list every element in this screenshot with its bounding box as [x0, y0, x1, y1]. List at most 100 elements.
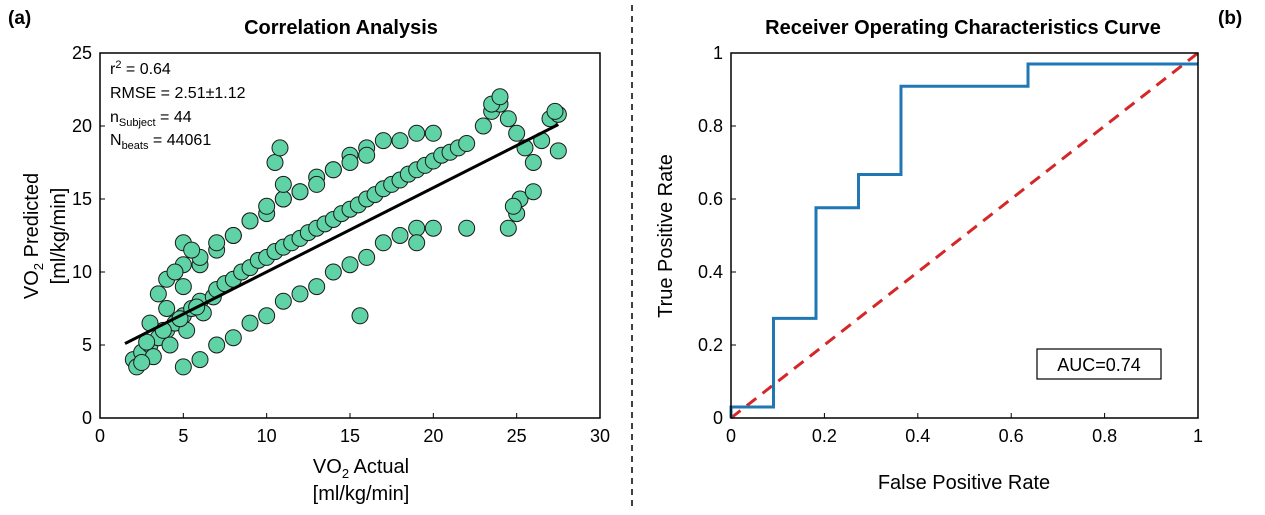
- scatter-point: [358, 248, 376, 266]
- x-tick-label: 30: [590, 426, 610, 446]
- scatter-point: [549, 142, 567, 160]
- r2-annotation: r2 = 0.64: [110, 59, 171, 78]
- scatter-point: [341, 256, 359, 274]
- panel-b-y-label: True Positive Rate: [655, 154, 677, 318]
- panel-a-x-label: VO2 Actual [ml/kg/min]: [313, 456, 410, 505]
- svg-text:VO2 Actual: VO2 Actual: [313, 456, 409, 481]
- scatter-point: [291, 285, 309, 303]
- scatter-point: [258, 197, 276, 215]
- x-tick-label: 5: [178, 426, 188, 446]
- roc-lines: [729, 51, 1199, 420]
- panel-a-label: (a): [8, 8, 31, 29]
- scatter-point: [374, 234, 392, 252]
- scatter-point: [266, 154, 284, 171]
- stats-annotation: r2 = 0.64 RMSE = 2.51±1.12 nSubject = 44…: [110, 59, 246, 152]
- scatter-point: [546, 102, 564, 120]
- scatter-point: [258, 307, 276, 325]
- scatter-point: [324, 161, 342, 179]
- x-tick-label: 0.8: [1092, 426, 1117, 446]
- scatter-point: [408, 234, 426, 252]
- y-tick-label: 0: [82, 408, 92, 428]
- y-tick-label: 5: [82, 335, 92, 355]
- y-tick-label: 1: [713, 43, 723, 63]
- scatter-point: [458, 219, 476, 237]
- scatter-point: [504, 197, 522, 215]
- scatter-point: [374, 132, 392, 150]
- scatter-point: [351, 307, 369, 325]
- panel-b-title: Receiver Operating Characteristics Curve: [765, 17, 1161, 39]
- svg-text:[ml/kg/min]: [ml/kg/min]: [48, 188, 70, 285]
- panel-b-label: (b): [1218, 8, 1242, 29]
- scatter-point: [208, 336, 226, 354]
- scatter-point: [133, 354, 151, 372]
- scatter-point: [408, 219, 426, 237]
- auc-box: AUC=0.74: [1036, 348, 1162, 380]
- scatter-point: [391, 227, 409, 244]
- scatter-point: [424, 124, 442, 142]
- x-tick-label: 0.6: [999, 426, 1024, 446]
- scatter-point: [524, 183, 542, 201]
- scatter-point: [158, 300, 176, 317]
- y-tick-label: 0.6: [698, 189, 723, 209]
- panel-a-y-label: VO2 Predicted [ml/kg/min]: [21, 173, 70, 299]
- scatter-point: [224, 227, 242, 244]
- y-tick-label: 25: [72, 43, 92, 63]
- scatter-point: [458, 135, 476, 153]
- scatter-point: [391, 132, 409, 150]
- scatter-point: [208, 234, 226, 252]
- scatter-point: [324, 263, 342, 281]
- x-tick-label: 25: [507, 426, 527, 446]
- scatter-point: [291, 183, 309, 201]
- scatter-point: [271, 139, 289, 157]
- scatter-point: [424, 219, 442, 237]
- scatter-point: [491, 88, 509, 106]
- scatter-point: [308, 175, 326, 193]
- scatter-point: [241, 314, 259, 332]
- panel-a-y-ticks: 0 5 10 15 20 25: [72, 43, 105, 428]
- panel-b-y-ticks: 0 0.2 0.4 0.6 0.8 1: [698, 43, 736, 428]
- scatter-point: [499, 110, 517, 128]
- scatter-point: [408, 124, 426, 142]
- panel-a: (a) Correlation Analysis 0 5 10 15 20 25 30 0 5…: [8, 8, 610, 505]
- scatter-point: [308, 278, 326, 296]
- panel-a-axes-box: [99, 52, 601, 419]
- scatter-points: [124, 88, 567, 376]
- y-tick-label: 15: [72, 189, 92, 209]
- scatter-point: [149, 285, 167, 303]
- scatter-point: [224, 329, 242, 347]
- panel-b-axes-box: [730, 52, 1199, 419]
- auc-label: AUC=0.74: [1057, 355, 1141, 375]
- panel-b-x-label: False Positive Rate: [878, 472, 1050, 494]
- n-subject-annotation: nSubject = 44: [110, 109, 192, 129]
- svg-text:[ml/kg/min]: [ml/kg/min]: [313, 483, 410, 505]
- scatter-point: [499, 219, 517, 237]
- rmse-annotation: RMSE = 2.51±1.12: [110, 85, 246, 102]
- svg-text:VO2 Predicted: VO2 Predicted: [21, 173, 46, 299]
- x-tick-label: 20: [423, 426, 443, 446]
- panel-b: Receiver Operating Characteristics Curve…: [655, 8, 1242, 494]
- x-tick-label: 0.2: [812, 426, 837, 446]
- panel-b-x-ticks: 0 0.2 0.4 0.6 0.8 1: [726, 413, 1203, 446]
- scatter-point: [174, 358, 192, 376]
- x-tick-label: 0: [95, 426, 105, 446]
- scatter-point: [241, 212, 259, 230]
- roc-curve: [729, 62, 1198, 418]
- scatter-point: [274, 190, 292, 208]
- panel-a-title: Correlation Analysis: [244, 17, 438, 39]
- y-tick-label: 0.4: [698, 262, 723, 282]
- x-tick-label: 0: [726, 426, 736, 446]
- y-tick-label: 0: [713, 408, 723, 428]
- y-tick-label: 0.8: [698, 116, 723, 136]
- x-tick-label: 1: [1193, 426, 1203, 446]
- n-beats-annotation: Nbeats = 44061: [110, 132, 211, 152]
- scatter-point: [161, 336, 179, 354]
- x-tick-label: 10: [257, 426, 277, 446]
- scatter-point: [508, 124, 526, 142]
- x-tick-label: 15: [340, 426, 360, 446]
- scatter-point: [174, 278, 192, 296]
- y-tick-label: 10: [72, 262, 92, 282]
- scatter-point: [274, 175, 292, 193]
- scatter-point: [166, 263, 184, 281]
- scatter-point: [358, 146, 376, 164]
